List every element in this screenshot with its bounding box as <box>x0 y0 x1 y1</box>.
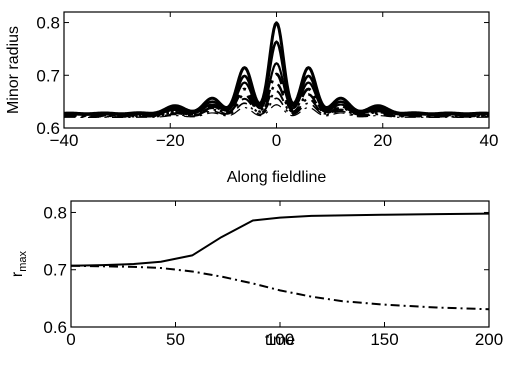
y-tick-label: 0.6 <box>43 318 67 337</box>
top-plot-lines <box>63 21 490 119</box>
top-series-line-8 <box>63 104 490 119</box>
x-tick-label: 20 <box>373 131 392 150</box>
top-series-line-1 <box>63 21 490 116</box>
x-tick-label: −20 <box>156 131 185 150</box>
bottom-x-axis-label: time <box>265 332 295 349</box>
bottom-series-line-2 <box>70 264 490 311</box>
x-tick-label: 100 <box>266 330 294 349</box>
x-tick-label: 40 <box>480 131 499 150</box>
top-axes-frame <box>63 11 490 129</box>
y-label-sub: max <box>17 250 29 271</box>
x-tick-label: 150 <box>370 330 398 349</box>
y-tick-label: 0.8 <box>36 14 60 33</box>
top-series-line-5 <box>63 82 490 118</box>
y-tick-label: 0.8 <box>43 203 67 222</box>
y-tick-label: 0.7 <box>43 261 67 280</box>
top-ticks: −40 −20 0 20 40 0.6 0.7 0.8 <box>36 12 498 150</box>
top-series-line-2 <box>63 40 490 116</box>
y-label-main: r <box>9 271 26 277</box>
x-tick-label: 200 <box>475 330 503 349</box>
top-series-line-4 <box>63 72 490 117</box>
x-tick-label: 50 <box>166 330 185 349</box>
x-tick-label: 0 <box>66 330 75 349</box>
bottom-series-line-1 <box>70 212 490 267</box>
bottom-y-axis-label: rmax <box>9 250 29 277</box>
x-tick-label: 0 <box>272 131 281 150</box>
top-x-axis-label: Along fieldline <box>227 169 327 186</box>
top-series-line-7 <box>63 97 490 118</box>
bottom-panel: 0 50 100 150 200 0.6 0.7 0.8 time rmax <box>9 200 503 349</box>
bottom-plot-lines <box>70 212 490 311</box>
bottom-ticks: 0 50 100 150 200 0.6 0.7 0.8 <box>43 201 503 349</box>
y-tick-label: 0.6 <box>36 119 60 138</box>
x-tick-label: −40 <box>50 131 79 150</box>
top-panel: −40 −20 0 20 40 0.6 0.7 0.8 Along fieldline Min… <box>5 11 498 186</box>
y-tick-label: 0.7 <box>36 66 60 85</box>
top-series-line-3 <box>63 62 490 116</box>
top-y-axis-label: Minor radius <box>5 26 22 114</box>
